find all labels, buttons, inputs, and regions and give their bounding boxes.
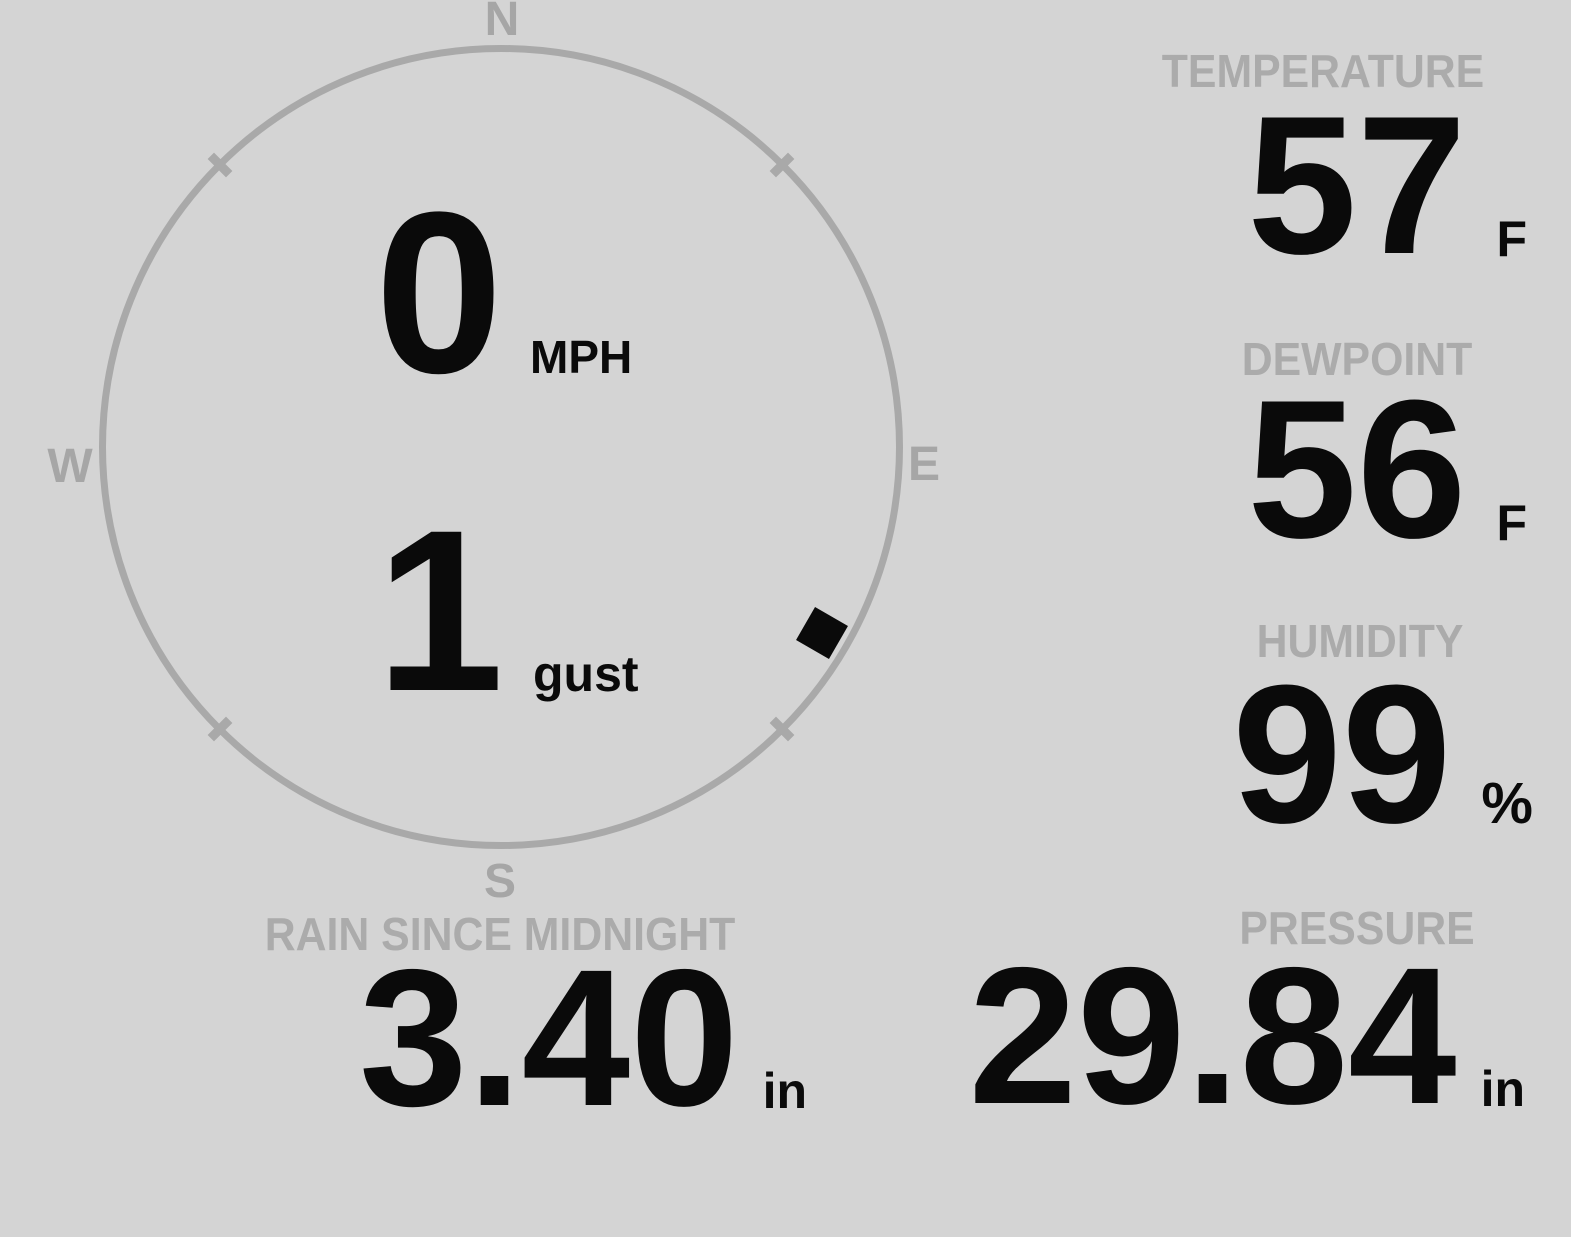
wind-gust-unit: gust bbox=[533, 646, 639, 702]
rain-label: RAIN SINCE MIDNIGHT bbox=[264, 908, 736, 960]
pressure-reading: 29.84 in bbox=[969, 939, 1525, 1134]
dewpoint-reading: 56 F bbox=[1247, 371, 1527, 568]
dewpoint-label: DEWPOINT bbox=[1241, 333, 1473, 385]
wind-speed-unit: MPH bbox=[530, 331, 633, 383]
rain-value: 3.40 bbox=[359, 929, 739, 1147]
wind-gust-value: 1 bbox=[376, 482, 504, 739]
humidity-unit: % bbox=[1481, 771, 1533, 836]
pressure-unit: in bbox=[1480, 1061, 1525, 1117]
temperature-reading: 57 F bbox=[1247, 87, 1527, 284]
temperature-value: 57 bbox=[1247, 75, 1467, 295]
humidity-reading: 99 % bbox=[1232, 656, 1533, 853]
pressure-value: 29.84 bbox=[968, 927, 1457, 1145]
compass-label-north: N bbox=[484, 0, 520, 46]
humidity-label: HUMIDITY bbox=[1256, 615, 1464, 667]
temperature-unit: F bbox=[1496, 211, 1527, 267]
compass-label-south: S bbox=[483, 855, 517, 908]
dewpoint-unit: F bbox=[1496, 495, 1527, 551]
rain-unit: in bbox=[762, 1063, 807, 1119]
compass-label-west: W bbox=[47, 440, 93, 493]
dewpoint-value: 56 bbox=[1247, 359, 1467, 579]
wind-speed-value: 0 bbox=[375, 164, 503, 421]
compass-label-east: E bbox=[907, 438, 941, 491]
temperature-label: TEMPERATURE bbox=[1161, 45, 1485, 97]
compass-ring bbox=[99, 45, 903, 849]
pressure-label: PRESSURE bbox=[1239, 902, 1475, 954]
humidity-value: 99 bbox=[1232, 644, 1452, 864]
rain-reading: 3.40 in bbox=[359, 941, 807, 1136]
